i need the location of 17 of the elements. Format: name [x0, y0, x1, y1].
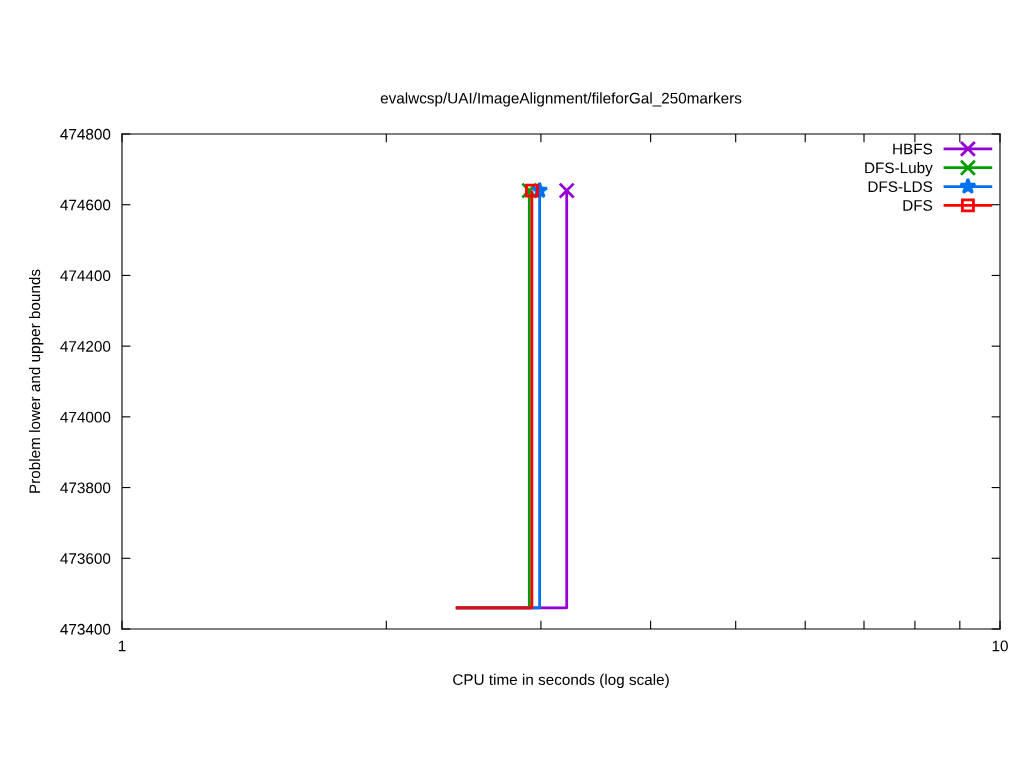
y-tick-label: 474200 — [60, 341, 111, 352]
legend-label: DFS-LDS — [868, 181, 933, 193]
y-axis-title: Problem lower and upper bounds — [29, 269, 44, 493]
chart-title: evalwcsp/UAI/ImageAlignment/fileforGal_250markers — [380, 92, 742, 107]
x-tick-label: 1 — [118, 640, 126, 652]
y-tick-label: 474800 — [60, 128, 111, 140]
y-tick-label: 474600 — [60, 199, 111, 211]
legend-label: HBFS — [893, 143, 933, 155]
y-tick-label: 473400 — [60, 623, 111, 635]
legend-label: DFS-Luby — [865, 161, 933, 177]
y-tick-label: 474000 — [60, 411, 111, 423]
x-tick-label: 10 — [992, 640, 1008, 652]
y-tick-label: 473800 — [60, 482, 111, 494]
x-axis-title: CPU time in seconds (log scale) — [453, 673, 669, 689]
y-tick-label: 473600 — [60, 553, 111, 564]
legend-label: DFS — [903, 200, 933, 211]
y-tick-label: 474400 — [60, 270, 111, 282]
